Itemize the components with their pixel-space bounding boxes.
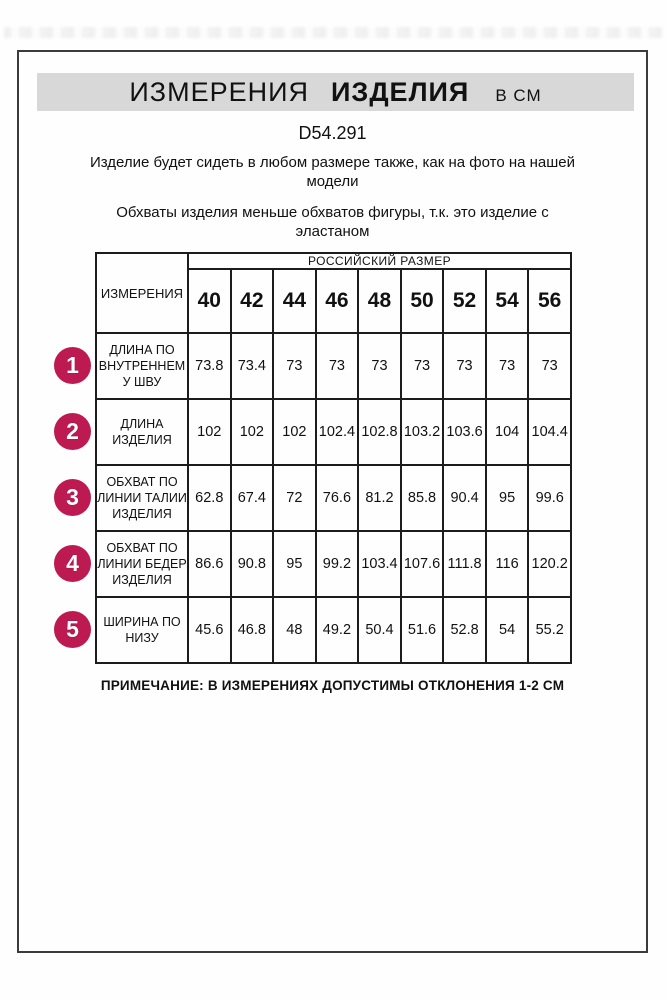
measurement-value-cell: 72 xyxy=(272,464,317,532)
measurement-value-cell: 85.8 xyxy=(399,464,445,532)
measurement-value-cell: 55.2 xyxy=(527,596,572,664)
size-header-cell: 42 xyxy=(229,268,275,334)
size-header-row: 40 42 44 46 48 50 52 54 56 xyxy=(96,268,572,334)
measurement-value-cell: 46.8 xyxy=(229,596,275,664)
row-number-badge: 2 xyxy=(54,413,91,450)
row-label-cell: ОБХВАТ ПО ЛИНИИ БЕДЕР ИЗДЕЛИЯ xyxy=(95,530,189,598)
measurement-value-cell: 95 xyxy=(484,464,530,532)
size-header-cell: 46 xyxy=(314,268,360,334)
measurement-value-cell: 104 xyxy=(484,398,530,466)
fit-note: Изделие будет сидеть в любом размере так… xyxy=(89,154,576,191)
group-header-row: ИЗМЕРЕНИЯ РОССИЙСКИЙ РАЗМЕР xyxy=(95,252,572,334)
measurement-value-cell: 48 xyxy=(272,596,317,664)
size-header-cell: 52 xyxy=(442,268,487,334)
measurement-value-cell: 99.6 xyxy=(527,464,572,532)
title-measurements: ИЗМЕРЕНИЯ xyxy=(129,77,309,107)
measurement-value-cell: 54 xyxy=(484,596,530,664)
measurement-value-cell: 73.4 xyxy=(229,332,275,400)
measurement-value-cell: 73 xyxy=(527,332,572,400)
measurement-value-cell: 103.4 xyxy=(357,530,402,598)
measurement-value-cell: 107.6 xyxy=(399,530,445,598)
size-header-cell: 44 xyxy=(272,268,317,334)
title-bar: ИЗМЕРЕНИЯ ИЗДЕЛИЯ В СМ xyxy=(37,73,634,111)
elastane-note: Обхваты изделия меньше обхватов фигуры, … xyxy=(116,204,549,241)
measurement-value-cell: 102.8 xyxy=(357,398,402,466)
measurement-value-cell: 103.2 xyxy=(399,398,445,466)
measurement-value-cell: 111.8 xyxy=(442,530,487,598)
row-number-badge: 4 xyxy=(54,545,91,582)
measurement-value-cell: 102 xyxy=(187,398,232,466)
measurement-value-cell: 81.2 xyxy=(357,464,402,532)
table-row: ДЛИНА ПО ВНУТРЕННЕМУ ШВУ 73.8 73.4 73 73 73 73… xyxy=(95,332,572,400)
measurement-value-cell: 102.4 xyxy=(314,398,360,466)
measurement-value-cell: 103.6 xyxy=(442,398,487,466)
group-header-cell: РОССИЙСКИЙ РАЗМЕР xyxy=(187,252,572,270)
measurement-value-cell: 73 xyxy=(442,332,487,400)
measurement-value-cell: 120.2 xyxy=(527,530,572,598)
row-number-badge: 1 xyxy=(54,347,91,384)
table-row: ОБХВАТ ПО ЛИНИИ ТАЛИИ ИЗДЕЛИЯ 62.8 67.4 72 7… xyxy=(95,464,572,532)
title-product: ИЗДЕЛИЯ xyxy=(331,77,470,107)
row-label-cell: ДЛИНА ИЗДЕЛИЯ xyxy=(95,398,189,466)
size-header-cell: 40 xyxy=(187,268,232,334)
measurement-value-cell: 52.8 xyxy=(442,596,487,664)
measurement-value-cell: 90.4 xyxy=(442,464,487,532)
measurement-value-cell: 116 xyxy=(484,530,530,598)
row-number-badge: 3 xyxy=(54,479,91,516)
size-header-cell: 50 xyxy=(399,268,445,334)
measurement-value-cell: 73 xyxy=(314,332,360,400)
measurement-value-cell: 51.6 xyxy=(399,596,445,664)
size-header-cell: 54 xyxy=(484,268,530,334)
measurement-value-cell: 62.8 xyxy=(187,464,232,532)
row-number-badge: 5 xyxy=(54,611,91,648)
table-row: ШИРИНА ПО НИЗУ 45.6 46.8 48 49.2 50.4 51.6 52.8… xyxy=(95,596,572,664)
measurement-value-cell: 102 xyxy=(229,398,275,466)
measurement-value-cell: 73 xyxy=(357,332,402,400)
row-label-cell: ДЛИНА ПО ВНУТРЕННЕМУ ШВУ xyxy=(95,332,189,400)
size-table: ИЗМЕРЕНИЯ РОССИЙСКИЙ РАЗМЕР 40 42 44 46 48 50… xyxy=(95,252,572,664)
measurement-value-cell: 73 xyxy=(272,332,317,400)
measurement-value-cell: 67.4 xyxy=(229,464,275,532)
measurement-value-cell: 45.6 xyxy=(187,596,232,664)
row-label-cell: ШИРИНА ПО НИЗУ xyxy=(95,596,189,664)
scan-artifact-band xyxy=(4,27,663,38)
size-header-cell: 56 xyxy=(527,268,572,334)
measurement-value-cell: 86.6 xyxy=(187,530,232,598)
table-row: ДЛИНА ИЗДЕЛИЯ 102 102 102 102.4 102.8 103.2 103… xyxy=(95,398,572,466)
table-row: ОБХВАТ ПО ЛИНИИ БЕДЕР ИЗДЕЛИЯ 86.6 90.8 95 9… xyxy=(95,530,572,598)
measurement-value-cell: 73.8 xyxy=(187,332,232,400)
product-code: D54.291 xyxy=(298,123,367,143)
title-unit: В СМ xyxy=(495,86,542,105)
row-label-cell: ОБХВАТ ПО ЛИНИИ ТАЛИИ ИЗДЕЛИЯ xyxy=(95,464,189,532)
measurement-value-cell: 76.6 xyxy=(314,464,360,532)
measurement-value-cell: 104.4 xyxy=(527,398,572,466)
measurement-value-cell: 73 xyxy=(399,332,445,400)
measurement-value-cell: 73 xyxy=(484,332,530,400)
footnote: ПРИМЕЧАНИЕ: В ИЗМЕРЕНИЯХ ДОПУСТИМЫ ОТКЛО… xyxy=(100,678,565,693)
corner-header-cell: ИЗМЕРЕНИЯ xyxy=(95,252,189,334)
measurement-value-cell: 49.2 xyxy=(314,596,360,664)
measurement-value-cell: 50.4 xyxy=(357,596,402,664)
measurement-value-cell: 95 xyxy=(272,530,317,598)
size-header-cell: 48 xyxy=(357,268,402,334)
measurement-value-cell: 102 xyxy=(272,398,317,466)
size-chart-sheet: ИЗМЕРЕНИЯ ИЗДЕЛИЯ В СМ D54.291 Изделие буд… xyxy=(17,50,648,953)
measurement-value-cell: 90.8 xyxy=(229,530,275,598)
measurement-value-cell: 99.2 xyxy=(314,530,360,598)
